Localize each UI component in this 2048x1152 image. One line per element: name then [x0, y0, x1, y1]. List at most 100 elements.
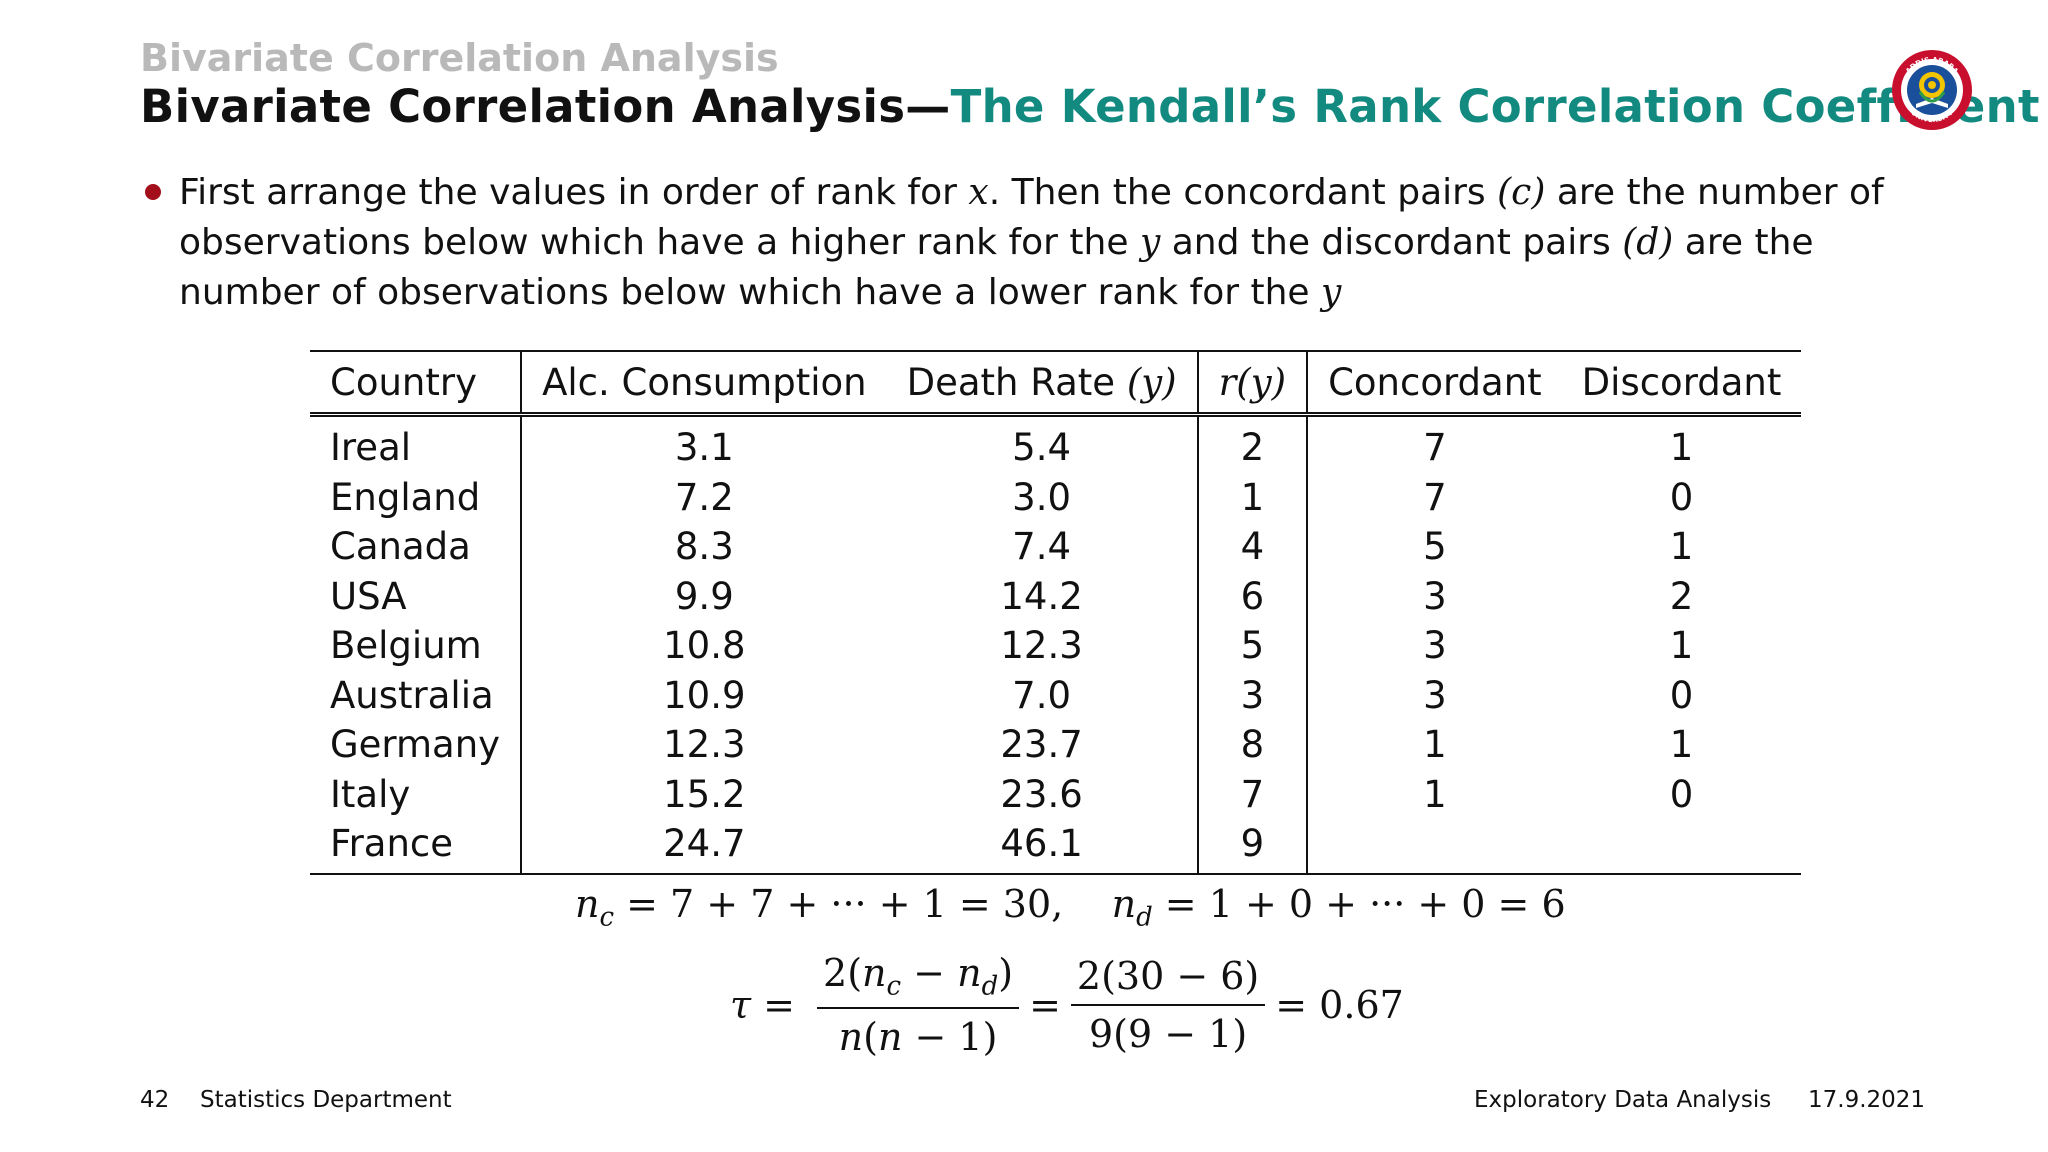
counts-equation: nc = 7 + 7 + ··· + 1 = 30, nd = 1 + 0 + …: [575, 882, 1566, 933]
kendall-table: Country Alc. Consumption Death Rate (y) …: [310, 350, 1802, 875]
nd-expression: = 1 + 0 + ··· + 0 = 6: [1152, 882, 1566, 926]
tau-fraction-numeric: 2(30 − 6) 9(9 − 1): [1070, 954, 1266, 1056]
tau-equation: τ = 2(nc − nd) n(n − 1) = 2(30 − 6) 9(9 − …: [730, 950, 1404, 1060]
footer-course: Exploratory Data Analysis: [1474, 1087, 1772, 1113]
cell-rank: 3: [1197, 670, 1309, 720]
cell-country: Australia: [310, 670, 523, 720]
table-header-row: Country Alc. Consumption Death Rate (y) …: [310, 350, 1802, 417]
slide-title: Bivariate Correlation Analysis—The Kenda…: [140, 80, 2040, 133]
nc-expression: = 7 + 7 + ··· + 1 = 30,: [614, 882, 1064, 926]
cell-concordant: [1307, 819, 1562, 875]
math-x: x: [968, 172, 989, 213]
tau-symbol: τ: [730, 983, 752, 1027]
header-alc-consumption: Alc. Consumption: [521, 350, 887, 417]
footer-page-number: 42: [140, 1087, 170, 1113]
cell-discordant: 1: [1669, 624, 1694, 668]
cell-alc: 15.2: [663, 772, 746, 816]
cell-death-rate: 5.4: [886, 414, 1199, 473]
cell-discordant: 2: [1669, 574, 1694, 618]
table-row: England 7.2 3.0 1 7 0: [310, 472, 1801, 522]
bullet-text-part: and the discordant pairs: [1160, 222, 1623, 263]
cell-death-rate: 23.7: [886, 720, 1199, 770]
cell-discordant: 0: [1669, 475, 1694, 519]
university-seal-icon: ADDIS ABABA UNIVERSITY: [1892, 50, 1972, 130]
math-c: (c): [1497, 172, 1546, 213]
bullet-text-part: are the number of observations below whi…: [179, 172, 1884, 263]
cell-death-rate: 46.1: [886, 819, 1199, 875]
cell-rank: 7: [1197, 769, 1309, 819]
table-row: Australia 10.9 7.0 3 3 0: [310, 670, 1801, 720]
cell-death-rate: 14.2: [886, 571, 1199, 621]
footer-date: 17.9.2021: [1808, 1087, 1926, 1113]
cell-country: Canada: [310, 522, 523, 572]
cell-discordant: 0: [1669, 772, 1694, 816]
cell-alc: 24.7: [521, 819, 887, 875]
cell-alc: 7.2: [674, 475, 734, 519]
cell-concordant: 3: [1423, 673, 1447, 717]
title-accent: The Kendall’s Rank Correlation Coefficie…: [950, 80, 2040, 133]
cell-concordant: 1: [1423, 772, 1447, 816]
cell-discordant: 0: [1669, 673, 1694, 717]
bullet-dot-icon: [145, 184, 161, 200]
tau-fraction-symbolic: 2(nc − nd) n(n − 1): [817, 951, 1020, 1059]
cell-alc: 8.3: [674, 525, 734, 569]
table-row: Italy 15.2 23.6 7 1 0: [310, 769, 1801, 819]
math-d: (d): [1622, 222, 1674, 263]
bullet-text-part: . Then the concordant pairs: [988, 172, 1498, 213]
table-row: France 24.7 46.1 9: [310, 819, 1802, 875]
cell-concordant: 7: [1423, 475, 1447, 519]
cell-rank: 6: [1197, 571, 1309, 621]
header-country: Country: [310, 350, 523, 417]
cell-country: Italy: [310, 769, 523, 819]
bullet-text-part: are the number of observations below whi…: [179, 222, 1814, 313]
cell-concordant: 3: [1423, 574, 1447, 618]
cell-concordant: 3: [1423, 624, 1447, 668]
cell-discordant: 1: [1669, 723, 1694, 767]
header-concordant: Concordant: [1307, 350, 1562, 417]
table-row: Germany 12.3 23.7 8 1 1: [310, 720, 1801, 770]
cell-country: France: [310, 819, 523, 875]
cell-discordant: 1: [1669, 525, 1694, 569]
cell-country: Germany: [310, 720, 523, 770]
cell-concordant: 5: [1423, 525, 1447, 569]
table-row: Canada 8.3 7.4 4 5 1: [310, 522, 1801, 572]
bullet-text-part: First arrange the values in order of ran…: [179, 172, 969, 213]
table-row: Ireal 3.1 5.4 2 7 1: [310, 414, 1801, 473]
cell-discordant: 1: [1669, 426, 1694, 470]
bullet-item: First arrange the values in order of ran…: [145, 168, 1945, 318]
header-discordant: Discordant: [1561, 350, 1802, 417]
table-row: Belgium 10.8 12.3 5 3 1: [310, 621, 1801, 671]
math-y: y: [1139, 222, 1161, 263]
cell-alc: 9.9: [674, 574, 734, 618]
cell-rank: 8: [1197, 720, 1309, 770]
title-separator: —: [905, 80, 951, 133]
cell-rank: 2: [1197, 414, 1309, 473]
bullet-text: First arrange the values in order of ran…: [179, 168, 1945, 318]
cell-death-rate: 7.0: [886, 670, 1199, 720]
cell-rank: 4: [1197, 522, 1309, 572]
cell-country: USA: [310, 571, 523, 621]
cell-concordant: 1: [1423, 723, 1447, 767]
cell-discordant: [1561, 819, 1802, 875]
footer-department: Statistics Department: [200, 1087, 452, 1113]
cell-country: Belgium: [310, 621, 523, 671]
cell-alc: 10.8: [663, 624, 746, 668]
tau-numerator: 2(30 − 6): [1070, 954, 1266, 1006]
cell-rank: 1: [1197, 472, 1309, 522]
header-death-rate-label: Death Rate: [906, 360, 1127, 404]
cell-alc: 12.3: [663, 723, 746, 767]
cell-alc: 10.9: [663, 673, 746, 717]
table-row: USA 9.9 14.2 6 3 2: [310, 571, 1801, 621]
cell-death-rate: 7.4: [886, 522, 1199, 572]
header-death-rate-var: (y): [1126, 360, 1177, 404]
tau-denominator: 9(9 − 1): [1088, 1012, 1248, 1056]
title-main: Bivariate Correlation Analysis: [140, 80, 906, 133]
math-y: y: [1321, 272, 1342, 313]
section-header: Bivariate Correlation Analysis: [140, 36, 779, 80]
cell-death-rate: 23.6: [886, 769, 1199, 819]
cell-rank: 5: [1197, 621, 1309, 671]
cell-country: Ireal: [310, 414, 523, 473]
tau-result: = 0.67: [1275, 983, 1404, 1027]
cell-alc: 3.1: [674, 426, 734, 470]
cell-death-rate: 3.0: [886, 472, 1199, 522]
